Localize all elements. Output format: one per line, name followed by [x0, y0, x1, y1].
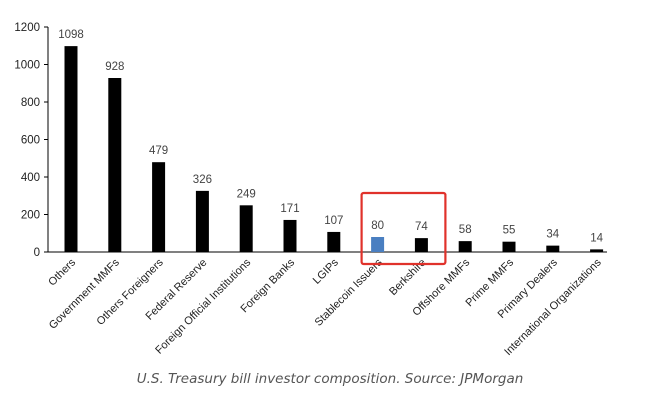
data-label-others-foreigners: 479 — [149, 145, 168, 157]
data-label-stablecoin-issuers: 80 — [371, 220, 384, 232]
data-label-lgips: 107 — [324, 215, 343, 227]
data-label-prime-mmfs: 55 — [503, 225, 516, 237]
data-label-international-organizations: 14 — [590, 232, 603, 244]
category-label-berkshire: Berkshire — [387, 257, 428, 298]
bar-federal-reserve — [195, 190, 209, 252]
y-tick-label: 200 — [21, 210, 40, 222]
y-tick-label: 1200 — [14, 22, 40, 34]
category-label-lgips: LGIPs — [311, 256, 341, 286]
bar-international-organizations — [590, 249, 604, 252]
highlight-box — [360, 191, 447, 266]
bar-berkshire — [414, 238, 428, 252]
y-tick-label: 400 — [21, 172, 40, 184]
data-label-offshore-mmfs: 58 — [459, 224, 472, 236]
data-label-berkshire: 74 — [415, 221, 428, 233]
y-tick-label: 600 — [21, 135, 40, 147]
bar-prime-mmfs — [502, 241, 516, 252]
bar-primary-dealers — [546, 245, 560, 252]
y-tick-label: 0 — [34, 247, 40, 259]
bar-foreign-official-institutions — [239, 205, 253, 252]
y-tick-label: 800 — [21, 97, 40, 109]
data-label-federal-reserve: 326 — [193, 174, 212, 186]
bar-offshore-mmfs — [458, 241, 472, 252]
data-label-foreign-official-institutions: 249 — [237, 188, 256, 200]
bar-others — [64, 46, 78, 252]
data-label-others: 1098 — [58, 29, 84, 41]
bar-others-foreigners — [152, 162, 166, 252]
y-tick-label: 1000 — [14, 60, 40, 72]
bar-stablecoin-issuers — [371, 237, 385, 252]
bar-government-mmfs — [108, 78, 122, 252]
data-label-primary-dealers: 34 — [546, 229, 559, 241]
category-label-others: Others — [46, 256, 78, 288]
bar-lgips — [327, 231, 341, 252]
data-label-foreign-banks: 171 — [280, 203, 299, 215]
bar-foreign-banks — [283, 219, 297, 252]
data-label-government-mmfs: 928 — [105, 61, 124, 73]
chart-caption: U.S. Treasury bill investor composition.… — [136, 371, 524, 387]
